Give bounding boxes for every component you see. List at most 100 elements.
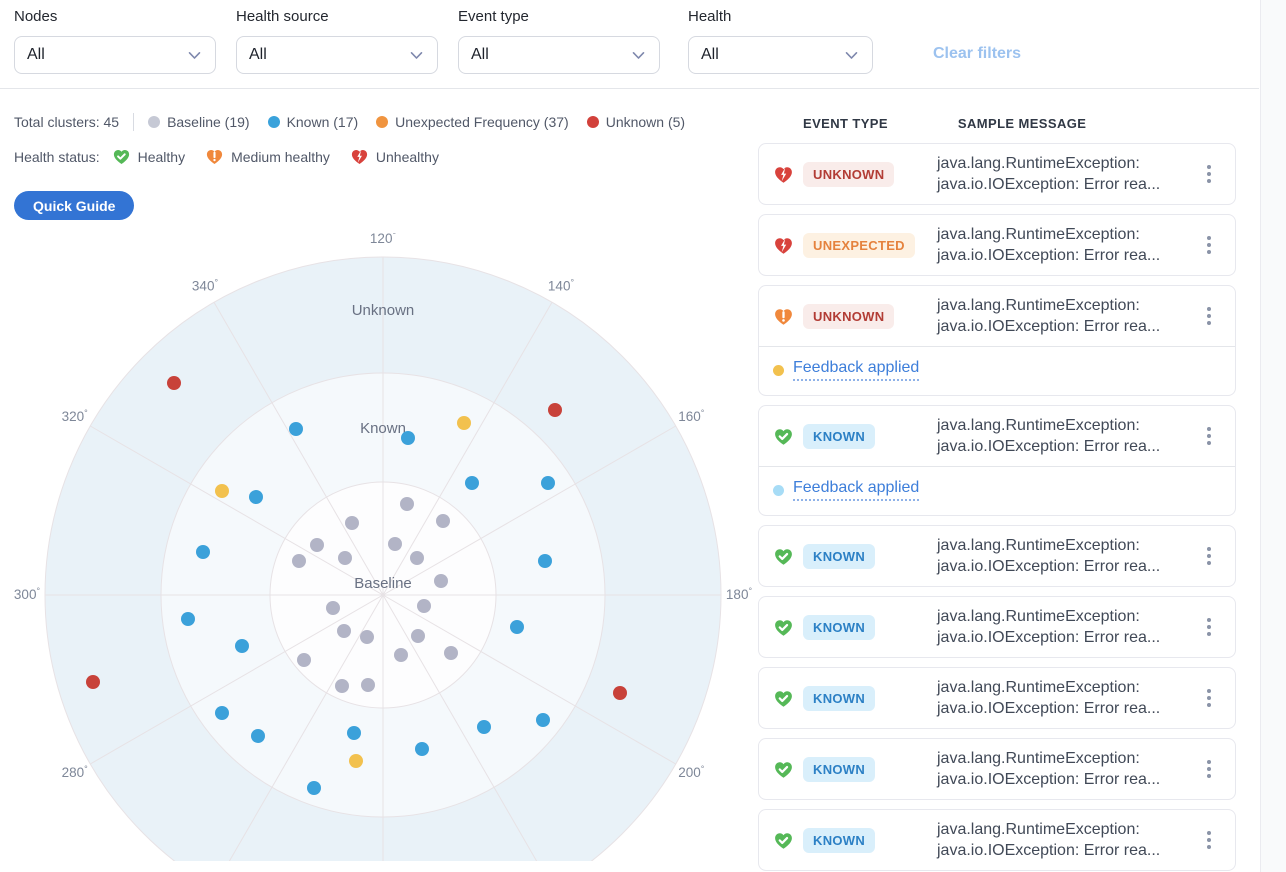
health-legend-item: Unhealthy xyxy=(350,147,439,166)
kebab-menu-icon[interactable] xyxy=(1203,756,1215,782)
filter-group-nodes: Nodes All xyxy=(14,8,216,74)
cluster-point-baseline[interactable] xyxy=(335,679,349,693)
cluster-point-unknown[interactable] xyxy=(548,403,562,417)
cluster-point-baseline[interactable] xyxy=(345,516,359,530)
cluster-point-baseline[interactable] xyxy=(436,514,450,528)
angle-tick-label: 120° xyxy=(370,233,397,246)
filter-select[interactable]: All xyxy=(688,36,873,74)
event-type-badge: KNOWN xyxy=(803,614,876,640)
spoke-line xyxy=(382,425,676,596)
angle-tick-label: 180° xyxy=(726,586,753,602)
spoke-line xyxy=(382,594,676,765)
cluster-point-baseline[interactable] xyxy=(394,648,408,662)
event-row-card[interactable]: KNOWN java.lang.RuntimeException: java.io… xyxy=(758,525,1236,587)
kebab-menu-icon[interactable] xyxy=(1203,232,1215,258)
event-type-badge: KNOWN xyxy=(803,423,876,449)
feedback-applied-link[interactable]: Feedback applied xyxy=(793,479,920,501)
cluster-point-known[interactable] xyxy=(347,726,361,740)
event-row-card[interactable]: KNOWN java.lang.RuntimeException: java.io… xyxy=(758,809,1236,871)
clear-filters-link[interactable]: Clear filters xyxy=(933,45,1022,62)
kebab-menu-icon[interactable] xyxy=(1203,303,1215,329)
cluster-point-known[interactable] xyxy=(249,490,263,504)
sample-message: java.lang.RuntimeException: java.io.IOExc… xyxy=(937,226,1161,264)
angle-tick-label: 140° xyxy=(548,278,575,294)
cluster-point-known[interactable] xyxy=(541,476,555,490)
cluster-point-baseline[interactable] xyxy=(338,551,352,565)
cluster-point-baseline[interactable] xyxy=(434,574,448,588)
legend-item-label: Baseline (19) xyxy=(167,114,250,130)
feedback-row: Feedback applied xyxy=(759,466,1235,515)
event-row-card[interactable]: UNKNOWN java.lang.RuntimeException: java.… xyxy=(758,143,1236,205)
event-row-card[interactable]: KNOWN java.lang.RuntimeException: java.io… xyxy=(758,405,1236,516)
cluster-point-known[interactable] xyxy=(536,713,550,727)
event-type-badge: KNOWN xyxy=(803,685,876,711)
angle-tick-label: 160° xyxy=(678,408,705,424)
spoke-line xyxy=(213,302,384,596)
cluster-point-known[interactable] xyxy=(307,781,321,795)
cluster-point-baseline[interactable] xyxy=(337,624,351,638)
quick-guide-button[interactable]: Quick Guide xyxy=(14,191,135,220)
cluster-point-baseline[interactable] xyxy=(444,646,458,660)
filter-select[interactable]: All xyxy=(14,36,216,74)
cluster-point-baseline[interactable] xyxy=(411,629,425,643)
chart-panel: Total clusters: 45 Baseline (19) Known (… xyxy=(0,89,758,872)
cluster-point-known[interactable] xyxy=(465,476,479,490)
cluster-point-feedback-applied[interactable] xyxy=(349,754,363,768)
cluster-point-baseline[interactable] xyxy=(400,497,414,511)
cluster-point-baseline[interactable] xyxy=(297,653,311,667)
kebab-menu-icon[interactable] xyxy=(1203,423,1215,449)
cluster-point-baseline[interactable] xyxy=(417,599,431,613)
total-clusters-label: Total clusters: 45 xyxy=(14,114,120,130)
cluster-point-baseline[interactable] xyxy=(360,630,374,644)
cluster-point-known[interactable] xyxy=(538,554,552,568)
healthy-heart-icon xyxy=(775,761,792,778)
cluster-point-known[interactable] xyxy=(289,422,303,436)
chevron-down-icon xyxy=(410,51,423,59)
events-list: UNKNOWN java.lang.RuntimeException: java.… xyxy=(758,143,1236,871)
event-row-card[interactable]: KNOWN java.lang.RuntimeException: java.io… xyxy=(758,596,1236,658)
kebab-menu-icon[interactable] xyxy=(1203,543,1215,569)
healthy-heart-icon xyxy=(775,428,792,445)
kebab-menu-icon[interactable] xyxy=(1203,614,1215,640)
cluster-point-baseline[interactable] xyxy=(410,551,424,565)
filter-select[interactable]: All xyxy=(458,36,660,74)
cluster-point-known[interactable] xyxy=(401,431,415,445)
cluster-point-known[interactable] xyxy=(415,742,429,756)
cluster-point-known[interactable] xyxy=(510,620,524,634)
cluster-point-baseline[interactable] xyxy=(388,537,402,551)
spoke-line xyxy=(382,302,553,596)
legend-dot-icon xyxy=(267,116,280,128)
sample-message: java.lang.RuntimeException: java.io.IOExc… xyxy=(937,537,1161,575)
kebab-menu-icon[interactable] xyxy=(1203,685,1215,711)
filter-label: Nodes xyxy=(14,8,58,25)
cluster-point-unknown[interactable] xyxy=(613,686,627,700)
cluster-point-feedback-applied[interactable] xyxy=(457,416,471,430)
event-row-card[interactable]: KNOWN java.lang.RuntimeException: java.io… xyxy=(758,667,1236,729)
event-row-card[interactable]: UNKNOWN java.lang.RuntimeException: java.… xyxy=(758,285,1236,396)
cluster-point-known[interactable] xyxy=(181,612,195,626)
healthy-heart-icon xyxy=(113,149,129,165)
feedback-applied-link[interactable]: Feedback applied xyxy=(793,359,920,381)
cluster-point-baseline[interactable] xyxy=(361,678,375,692)
cluster-point-known[interactable] xyxy=(477,720,491,734)
healthy-heart-icon xyxy=(775,548,792,565)
event-row-card[interactable]: UNEXPECTED java.lang.RuntimeException: ja… xyxy=(758,214,1236,276)
ring-zone-label: Unknown xyxy=(352,302,415,319)
cluster-point-unknown[interactable] xyxy=(167,376,181,390)
cluster-point-baseline[interactable] xyxy=(310,538,324,552)
cluster-point-known[interactable] xyxy=(215,706,229,720)
kebab-menu-icon[interactable] xyxy=(1203,161,1215,187)
event-row-card[interactable]: KNOWN java.lang.RuntimeException: java.io… xyxy=(758,738,1236,800)
kebab-menu-icon[interactable] xyxy=(1203,827,1215,853)
scrollbar-track[interactable] xyxy=(1260,0,1286,872)
cluster-point-known[interactable] xyxy=(251,729,265,743)
cluster-point-known[interactable] xyxy=(196,545,210,559)
cluster-point-baseline[interactable] xyxy=(326,601,340,615)
cluster-point-unknown[interactable] xyxy=(86,675,100,689)
filter-select[interactable]: All xyxy=(236,36,438,74)
cluster-point-known[interactable] xyxy=(235,639,249,653)
cluster-point-baseline[interactable] xyxy=(292,554,306,568)
cluster-point-feedback-applied[interactable] xyxy=(215,484,229,498)
sample-message: java.lang.RuntimeException: java.io.IOExc… xyxy=(937,417,1161,455)
filters-bar: Nodes All Health source All Event type A… xyxy=(0,0,1286,74)
